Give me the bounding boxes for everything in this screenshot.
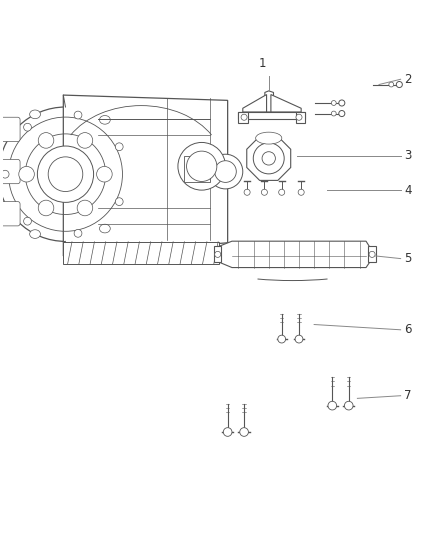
Ellipse shape bbox=[99, 116, 110, 124]
FancyBboxPatch shape bbox=[184, 156, 210, 182]
Ellipse shape bbox=[262, 152, 276, 165]
Ellipse shape bbox=[328, 401, 337, 410]
Polygon shape bbox=[64, 95, 228, 256]
Text: 7: 7 bbox=[404, 389, 412, 402]
Ellipse shape bbox=[240, 427, 248, 437]
Ellipse shape bbox=[332, 111, 336, 116]
Text: 1: 1 bbox=[258, 57, 266, 70]
Polygon shape bbox=[243, 94, 267, 112]
Ellipse shape bbox=[396, 82, 403, 87]
Ellipse shape bbox=[278, 335, 286, 343]
Ellipse shape bbox=[187, 151, 217, 181]
Text: 5: 5 bbox=[404, 252, 411, 265]
Ellipse shape bbox=[332, 101, 336, 106]
Ellipse shape bbox=[261, 189, 268, 195]
Ellipse shape bbox=[48, 157, 83, 191]
FancyBboxPatch shape bbox=[0, 201, 20, 226]
Ellipse shape bbox=[38, 200, 54, 216]
Text: 6: 6 bbox=[404, 324, 412, 336]
Text: 4: 4 bbox=[404, 183, 412, 197]
Ellipse shape bbox=[244, 189, 250, 195]
Ellipse shape bbox=[0, 107, 133, 241]
Ellipse shape bbox=[19, 166, 34, 182]
Ellipse shape bbox=[389, 82, 394, 87]
Ellipse shape bbox=[24, 123, 32, 131]
Polygon shape bbox=[296, 112, 305, 123]
Ellipse shape bbox=[1, 171, 9, 178]
Polygon shape bbox=[247, 136, 291, 180]
Ellipse shape bbox=[38, 133, 54, 148]
Ellipse shape bbox=[241, 114, 247, 120]
Ellipse shape bbox=[298, 189, 304, 195]
Ellipse shape bbox=[74, 229, 82, 237]
Polygon shape bbox=[238, 112, 248, 123]
Polygon shape bbox=[271, 94, 301, 112]
FancyBboxPatch shape bbox=[0, 117, 20, 141]
Ellipse shape bbox=[115, 198, 123, 206]
Polygon shape bbox=[368, 246, 375, 262]
Ellipse shape bbox=[339, 110, 345, 117]
Ellipse shape bbox=[279, 189, 285, 195]
Ellipse shape bbox=[215, 161, 236, 182]
Ellipse shape bbox=[369, 252, 375, 257]
Ellipse shape bbox=[344, 401, 353, 410]
Ellipse shape bbox=[223, 427, 232, 437]
Ellipse shape bbox=[74, 111, 82, 119]
Ellipse shape bbox=[253, 143, 284, 174]
Ellipse shape bbox=[215, 252, 221, 257]
Ellipse shape bbox=[296, 114, 302, 120]
Ellipse shape bbox=[256, 132, 282, 144]
Ellipse shape bbox=[24, 217, 32, 225]
Ellipse shape bbox=[37, 146, 94, 203]
Ellipse shape bbox=[0, 170, 4, 179]
FancyBboxPatch shape bbox=[0, 159, 20, 184]
Ellipse shape bbox=[30, 110, 40, 119]
Ellipse shape bbox=[77, 200, 93, 216]
Ellipse shape bbox=[339, 100, 345, 106]
Ellipse shape bbox=[115, 143, 123, 151]
Ellipse shape bbox=[178, 142, 226, 190]
FancyBboxPatch shape bbox=[64, 241, 219, 264]
Ellipse shape bbox=[30, 230, 40, 238]
Ellipse shape bbox=[99, 224, 110, 233]
Text: 3: 3 bbox=[404, 149, 411, 162]
Text: 2: 2 bbox=[404, 73, 412, 86]
Ellipse shape bbox=[208, 154, 243, 189]
Polygon shape bbox=[238, 112, 305, 119]
Polygon shape bbox=[214, 246, 221, 262]
Polygon shape bbox=[215, 241, 371, 268]
Ellipse shape bbox=[295, 335, 303, 343]
Ellipse shape bbox=[77, 133, 93, 148]
Ellipse shape bbox=[97, 166, 112, 182]
Polygon shape bbox=[265, 91, 273, 112]
